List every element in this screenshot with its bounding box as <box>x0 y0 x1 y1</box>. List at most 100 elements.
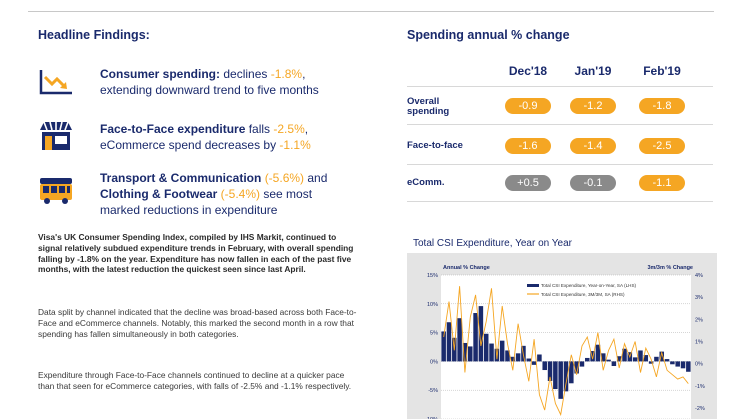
bar <box>467 346 473 362</box>
bar <box>680 361 686 369</box>
bar <box>483 333 489 362</box>
csi-chart: Annual % Change 3m/3m % Change 15% 10% 5% 0… <box>425 265 705 419</box>
finding-1-text: declines <box>220 67 271 81</box>
pill-ecomm-dec18: +0.5 <box>505 175 551 191</box>
pill-f2f-jan19: -1.4 <box>570 138 616 154</box>
finding-3-title2: Clothing & Footwear <box>100 187 218 201</box>
finding-1-line2: extending downward trend to five months <box>100 83 319 97</box>
pill-ecomm-feb19: -1.1 <box>639 175 685 191</box>
bar <box>579 361 585 367</box>
bar <box>659 351 665 362</box>
finding-3-line3: marked reductions in expenditure <box>100 203 278 217</box>
legend-swatch-bar <box>527 284 539 287</box>
bar <box>563 361 569 392</box>
table-divider <box>407 201 713 202</box>
bar <box>499 340 505 362</box>
column-header-jan19: Jan'19 <box>574 64 612 78</box>
legend-label-line: Total CSI Expenditure, 3M/3M, SA (RHS) <box>541 292 625 297</box>
bar <box>686 361 691 372</box>
y-tick-left: 5% <box>430 331 438 337</box>
finding-face-to-face: Face-to-Face expenditure falls -2.5%, eC… <box>100 121 311 153</box>
y-tick-right: 2% <box>695 317 703 323</box>
row-label-overall-line2: spending <box>407 106 450 117</box>
finding-3-title: Transport & Communication <box>100 171 262 185</box>
bar <box>585 357 590 362</box>
y-tick-left: 10% <box>427 302 438 308</box>
row-label-face-to-face: Face-to-face <box>407 140 463 151</box>
bar <box>515 353 521 362</box>
y-tick-right: -1% <box>695 384 705 390</box>
bar <box>537 354 542 362</box>
bus-icon <box>40 178 72 204</box>
y-tick-right: 0% <box>695 362 703 368</box>
bar <box>574 361 579 374</box>
bar <box>473 313 478 362</box>
bar <box>648 361 654 364</box>
pill-f2f-feb19: -2.5 <box>639 138 685 154</box>
bar <box>632 357 638 362</box>
headline-findings-heading: Headline Findings: <box>38 28 150 42</box>
y-tick-right: 4% <box>695 273 703 279</box>
bar <box>643 355 649 362</box>
bar <box>505 350 510 362</box>
bar <box>489 343 494 362</box>
y-tick-left: -10% <box>425 417 438 419</box>
y-tick-right: 3% <box>695 295 703 301</box>
chart-panel: Annual % Change 3m/3m % Change 15% 10% 5% 0… <box>407 253 717 419</box>
bar <box>664 359 670 362</box>
pill-overall-jan19: -1.2 <box>570 98 616 114</box>
row-label-ecomm: eComm. <box>407 177 445 188</box>
chart-title: Total CSI Expenditure, Year on Year <box>413 238 573 249</box>
table-divider <box>407 86 713 87</box>
finding-transport-clothing: Transport & Communication (-5.6%) and Cl… <box>100 170 327 218</box>
channel-paragraph: Data split by channel indicated that the… <box>38 307 357 339</box>
finding-2-value2: -1.1% <box>279 138 311 152</box>
y-tick-left: 15% <box>427 273 438 279</box>
trend-down-icon <box>39 70 72 95</box>
bar <box>478 306 484 362</box>
bar <box>547 361 553 381</box>
y-axis-label-right: 3m/3m % Change <box>647 265 693 271</box>
table-divider <box>407 164 713 165</box>
row-label-overall: Overall spending <box>407 97 449 117</box>
row-label-overall-line1: Overall <box>407 96 440 107</box>
legend-label-bar: Total CSI Expenditure, Year-on-Year, SA … <box>541 283 637 288</box>
finding-1-title: Consumer spending: <box>100 67 221 81</box>
bar <box>462 342 468 362</box>
bar <box>526 358 532 362</box>
pill-overall-dec18: -0.9 <box>505 98 551 114</box>
bar <box>510 356 516 362</box>
bar <box>611 361 617 367</box>
y-tick-left: -5% <box>428 388 438 394</box>
bar <box>606 359 611 362</box>
table-divider <box>407 124 713 125</box>
bar <box>616 356 622 362</box>
bar <box>600 353 606 362</box>
bar <box>542 361 547 371</box>
summary-paragraph: Visa's UK Consumer Spending Index, compi… <box>38 232 354 275</box>
finding-3-value: (-5.6%) <box>264 171 305 185</box>
bar <box>457 318 462 362</box>
shop-icon <box>40 121 72 150</box>
finding-2-value: -2.5% <box>273 122 305 136</box>
bar <box>441 331 446 362</box>
finding-2-line2: eCommerce spend decreases by <box>100 138 280 152</box>
pill-f2f-dec18: -1.6 <box>505 138 551 154</box>
finding-1-comma: , <box>302 67 306 81</box>
y-tick-right: -2% <box>695 406 705 412</box>
finding-3-text: and <box>304 171 328 185</box>
column-header-feb19: Feb'19 <box>643 64 681 78</box>
spending-table-heading: Spending annual % change <box>407 28 570 42</box>
bar <box>558 361 563 399</box>
bar <box>622 348 627 362</box>
pill-overall-feb19: -1.8 <box>639 98 685 114</box>
series-line-3m <box>443 286 689 417</box>
face-to-face-paragraph: Expenditure through Face-to-Face channel… <box>38 370 352 391</box>
bar <box>569 361 574 384</box>
finding-2-comma: , <box>304 122 309 136</box>
finding-3-value2: (-5.4%) <box>220 187 261 201</box>
bar <box>446 322 452 362</box>
top-divider <box>28 11 714 12</box>
bar <box>531 361 537 365</box>
column-header-dec18: Dec'18 <box>508 64 548 78</box>
